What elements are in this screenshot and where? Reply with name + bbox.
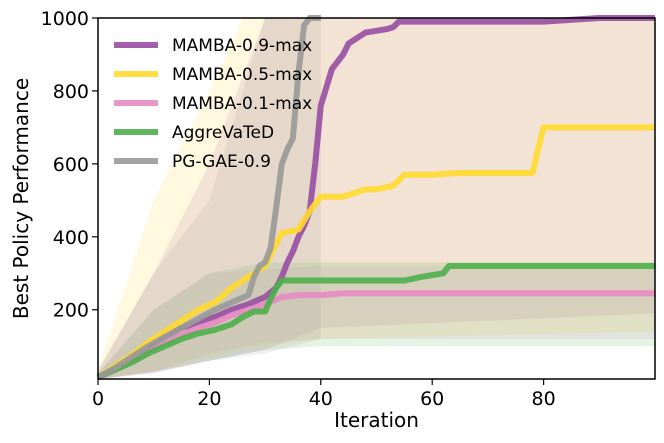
band-4 [98,18,321,379]
series-lines [96,15,655,380]
y-axis: 200 400 600 800 1000 [41,8,98,322]
legend: MAMBA-0.9-max MAMBA-0.5-max MAMBA-0.1-max A… [114,36,312,172]
plot-frame [97,17,656,380]
series-line-3 [96,263,655,380]
x-axis-label: Iteration [334,408,419,432]
x-axis: 0 20 40 60 80 [92,379,556,410]
y-tick-label: 400 [53,227,89,249]
series-line-1 [96,124,655,380]
x-tick-label: 40 [309,388,333,410]
x-tick-label: 60 [420,388,444,410]
band-0 [98,18,655,379]
legend-label-0: MAMBA-0.9-max [172,36,312,56]
x-tick-label: 20 [197,388,221,410]
y-axis-label: Best Policy Performance [9,78,33,319]
legend-label-2: MAMBA-0.1-max [172,94,312,114]
y-tick-label: 600 [53,154,89,176]
legend-label-1: MAMBA-0.5-max [172,65,312,85]
y-tick-label: 1000 [41,8,89,30]
legend-label-4: PG-GAE-0.9 [172,152,271,172]
band-1 [98,18,655,379]
legend-label-3: AggreVaTeD [172,123,274,143]
y-tick-label: 200 [53,300,89,322]
x-tick-label: 80 [532,388,556,410]
series-line-4 [96,15,321,380]
x-tick-label: 0 [92,388,104,410]
y-tick-label: 800 [53,81,89,103]
